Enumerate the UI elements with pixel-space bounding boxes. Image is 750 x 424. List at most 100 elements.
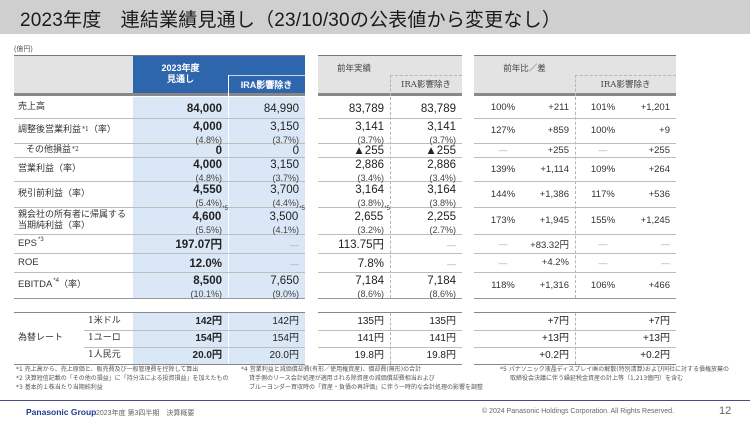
cell-yoy-diff: +859 [532,118,575,143]
value: 3,164 [355,184,384,196]
value: 2,886 [355,159,384,171]
cell-yoy-ira-pct: 117% [575,181,631,207]
row-divider [14,207,305,208]
cell-fc: 4,600*5 (5.5%) [133,206,228,235]
column-divider [575,97,576,298]
value: 118% [491,279,515,291]
fx-value: 141円 [357,332,384,344]
fx-value: +7円 [547,315,569,327]
rate-value: (8.6%) [357,289,384,299]
row-label-text: ROE [18,257,39,268]
value: +536 [648,188,670,200]
cell-prev-ira: 3,164 (3.8%) [390,181,462,208]
row-label-main: 営業利益（率） [18,163,82,174]
value: 4,000 [193,120,222,133]
cell-yoy-ira-pct: 109% [575,157,631,181]
row-divider [14,234,305,235]
footnote-1: *1 売上高から、売上原価と、販売費及び一般管理費を控除して算出 [16,366,199,373]
title-bar: 2023年度 連結業績見通し（23/10/30の公表値から変更なし） [0,0,750,34]
value-line: 197.07円 [175,235,222,253]
cell-fc: 4,550 (5.4%) [133,181,228,208]
value: +1,386 [539,188,569,200]
header-yoy-ira-excl: IRA影響除き [600,79,651,90]
fx-currency: 1人民元 [84,347,133,364]
fx-value: 20.0円 [192,349,222,361]
column-divider [228,313,229,364]
cell-yoy-diff: +1,114 [532,157,575,181]
value-line: 4,000 [193,155,222,173]
fx-cell-diff-ira: +13円 [575,330,676,347]
value-line: 84,000 [187,99,222,117]
cell-yoy-ira-diff: +1,201 [631,97,676,118]
row-label-text: 営業利益（率） [18,164,81,175]
header-divider [228,75,229,96]
value-line: 2,655*5 [355,206,390,225]
fx-label: 為替レート [18,333,64,343]
value: 7,184 [355,275,384,287]
rate-value: (3.7%) [272,134,299,145]
value-line: 8,500 [193,271,222,289]
value: +9 [659,125,670,136]
cell-fc: 12.0% [133,253,228,272]
cell-yoy-pct: 144% [474,181,532,207]
value-line: — [290,235,299,253]
row-divider [14,253,305,254]
footer-divider [0,400,750,401]
cell-prev: ▲255 [318,143,390,157]
value: — [290,258,299,269]
row-divider [474,157,676,158]
value-line: 4,000 [193,117,222,135]
row-divider [474,298,676,299]
page-number: 12 [719,405,732,417]
value-line: ▲255 [425,141,456,159]
cell-prev-ira: 2,886 (3.4%) [390,157,462,183]
value: 106% [590,279,616,291]
fx-currency: 1ユーロ [84,330,133,347]
value-line: 7,184 [427,271,456,289]
value: 4,000 [193,159,222,171]
value: +211 [548,102,569,113]
fx-top-border [14,312,305,313]
footnote-marker: *3 [38,237,44,243]
fx-cell-fc-ira: 142円 [228,313,305,330]
fx-value: 142円 [272,315,299,327]
footnote-2: *2 決算短信記載の「その他の損益」に「持分法による投資損益」を加えたもの [16,375,229,382]
value-line: 0 [216,141,222,159]
value: 173% [490,215,516,226]
cell-prev-ira: — [390,234,462,253]
cell-fc-ira: 3,700 (4.4%) [228,181,305,208]
value: 7,184 [427,275,456,287]
cell-prev-ira: 2,255 (2.7%) [390,207,462,235]
fx-cell-fc: 142円 [133,313,228,330]
cell-prev: 7.8% [318,253,390,272]
cell-fc-ira: 3,150 (3.7%) [228,118,305,145]
header-yoy: 前年比／差 [503,63,546,74]
fx-value: +0.2円 [539,349,569,361]
rate-value: (3.4%) [357,173,384,183]
footnote-4-cont: ブルーヨンダー買収時の「資産・負債の再評価」に伴う一時的な会計処理の影響を調整 [249,384,484,391]
rate-value: (5.4%) [195,198,222,208]
cell-fc-ira: — [228,234,305,253]
row-label-main: EPS [18,238,38,249]
value: 144% [490,188,516,200]
value: — [498,145,508,155]
header-forecast: 2023年度 見通し [161,63,200,84]
cell-yoy-ira-diff: +255 [631,143,676,157]
unit-label: (億円) [14,46,33,53]
value-line: 83,789 [349,99,384,117]
row-label-main: EBITDA [18,279,53,290]
cell-yoy-ira-pct: — [575,234,631,253]
value: +4.2% [541,257,569,268]
cell-fc: 0 [133,143,228,157]
rate-value: (9.0%) [272,289,299,299]
value: +83.32円 [530,239,569,251]
value: — [598,145,608,155]
row-divider [318,207,462,208]
forecast-column-bg [133,97,305,298]
value-line: 3,141 [355,117,384,135]
fx-row-divider [14,364,305,365]
footnote-4-cont: 貸手側のリース会計処理が適用される除資産の減価償却費相当および [249,375,435,382]
row-label-text: 税引前利益（率） [18,189,90,200]
value: 83,789 [348,102,384,115]
value: ▲255 [425,145,456,157]
